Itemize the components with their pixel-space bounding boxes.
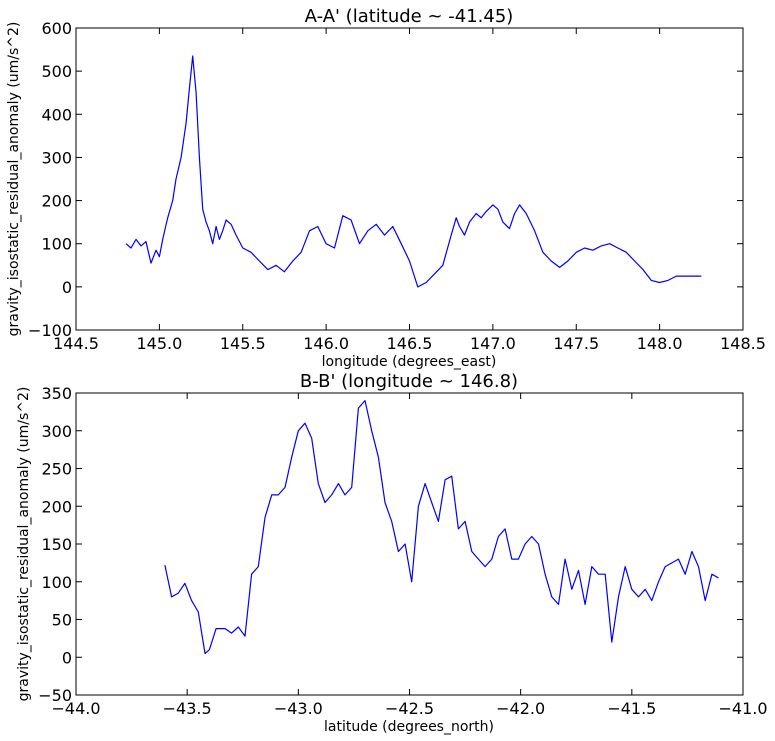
chart-a-series-line	[125, 55, 702, 288]
chart-a-xtick-label: 147.0	[470, 334, 516, 353]
chart-a-xtick-label: 147.5	[553, 334, 599, 353]
chart-a-xtick-label: 146.0	[303, 334, 349, 353]
chart-a-ticks: 144.5 145.0 145.5 146.0 146.5 147.0 147.5 148.0…	[28, 19, 766, 353]
chart-b-ytick-label: 300	[41, 422, 72, 441]
chart-a-xtick-label: 145.0	[136, 334, 182, 353]
chart-a-xtick-label: 144.5	[53, 334, 99, 353]
chart-b-axes	[75, 392, 744, 696]
chart-b-xtick-label: −42.5	[385, 699, 434, 718]
chart-b-ytick-label: 350	[41, 384, 72, 403]
chart-a-ytick-label: 400	[41, 105, 72, 124]
chart-b-points	[165, 401, 719, 654]
chart-a-xtick-label: 145.5	[220, 334, 266, 353]
chart-a-ytick-label: 200	[41, 192, 72, 211]
chart-b-xtick-label: −41.0	[718, 699, 767, 718]
chart-a-ytick-label: 100	[41, 235, 72, 254]
chart-a-ytick-label: −100	[28, 321, 72, 340]
chart-b-ytick-label: 100	[41, 573, 72, 592]
chart-b-ytick-label: 0	[62, 648, 72, 667]
chart-b-title: B-B' (longitude ~ 146.8)	[300, 371, 518, 392]
chart-a-ytick-label: 500	[41, 62, 72, 81]
chart-b-xlabel: latitude (degrees_north)	[324, 719, 494, 735]
chart-a-ytick-label: 600	[41, 19, 72, 38]
chart-b-xtick-label: −43.0	[274, 699, 323, 718]
chart-a-ylabel: gravity_isostatic_residual_anomaly (um/s…	[6, 22, 22, 337]
chart-b: B-B' (longitude ~ 146.8) −44.0 −43.5 −43.0…	[16, 371, 768, 735]
chart-a-xtick-label: 148.0	[637, 334, 683, 353]
chart-b-xtick-label: −43.5	[163, 699, 212, 718]
chart-b-ytick-label: 250	[41, 460, 72, 479]
chart-b-ytick-label: 150	[41, 535, 72, 554]
chart-b-xtick-label: −41.5	[607, 699, 656, 718]
chart-b-xtick-label: −44.0	[51, 699, 100, 718]
chart-a: A-A' (latitude ~ -41.45) 144.5 145.0 145.5…	[6, 6, 766, 370]
chart-a-xtick-label: 146.5	[387, 334, 433, 353]
chart-a-ytick-label: 300	[41, 148, 72, 167]
chart-a-points	[126, 56, 701, 287]
chart-b-ticks: −44.0 −43.5 −43.0 −42.5 −42.0 −41.5 −41.0 −50 0 5…	[38, 384, 767, 718]
chart-b-series-line	[164, 400, 719, 655]
chart-b-xtick-label: −42.0	[496, 699, 545, 718]
chart-b-ytick-label: 50	[52, 611, 72, 630]
chart-b-ytick-label: −50	[38, 686, 72, 705]
chart-b-ytick-label: 200	[41, 497, 72, 516]
chart-a-xlabel: longitude (degrees_east)	[322, 354, 497, 370]
chart-a-ytick-label: 0	[62, 278, 72, 297]
chart-b-ylabel: gravity_isostatic_residual_anomaly (um/s…	[16, 387, 32, 702]
chart-a-xtick-label: 148.5	[720, 334, 766, 353]
chart-a-title: A-A' (latitude ~ -41.45)	[305, 6, 514, 27]
